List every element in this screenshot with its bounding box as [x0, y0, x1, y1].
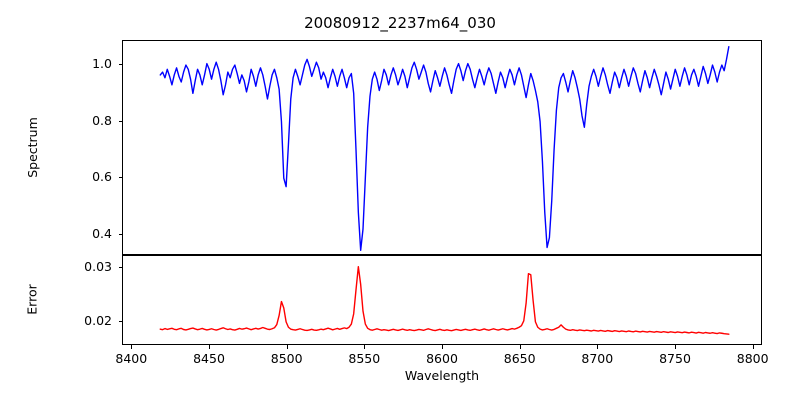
x-tick [752, 345, 754, 349]
error-axes [122, 255, 762, 345]
spectrum-y-tick [118, 64, 122, 65]
error-y-tick [118, 267, 122, 269]
spectrum-axes [122, 40, 762, 255]
spectrum-y-tick-label: 0.6 [92, 169, 112, 185]
error-y-tick [118, 320, 122, 322]
x-tick-label: 8700 [581, 351, 614, 366]
x-tick-label: 8800 [736, 351, 769, 366]
x-tick [442, 345, 443, 349]
error-y-tick-label: 0.03 [84, 259, 112, 275]
error-line-series [159, 266, 730, 335]
spectrum-y-tick [118, 120, 122, 122]
spectrum-y-tick-label: 0.8 [92, 112, 112, 128]
spectrum-y-tick-label: 0.4 [92, 225, 112, 241]
x-tick [209, 345, 210, 349]
spectrum-y-tick-label: 1.0 [92, 56, 112, 71]
x-tick [286, 345, 288, 349]
x-tick-label: 8450 [193, 351, 225, 366]
spectrum-y-tick [118, 177, 122, 179]
figure-title: 20080912_2237m64_030 [304, 14, 496, 32]
x-tick-label: 8400 [115, 351, 148, 366]
error-y-tick-label: 0.02 [84, 312, 112, 328]
x-tick-label: 8600 [426, 351, 458, 366]
error-y-axis-label: Error [24, 284, 40, 315]
x-tick-label: 8750 [659, 351, 691, 366]
spectrum-line-series [159, 45, 730, 252]
x-tick [364, 345, 366, 349]
x-tick-label: 8550 [348, 351, 381, 366]
x-tick [597, 345, 599, 349]
x-axis-label: Wavelength [404, 368, 480, 383]
x-tick [519, 345, 521, 349]
x-tick-label: 8650 [503, 351, 536, 366]
x-tick [675, 345, 676, 349]
x-tick [131, 345, 133, 349]
spectrum-y-tick [118, 233, 122, 235]
spectrum-y-axis-label: Spectrum [24, 116, 40, 178]
x-tick-label: 8500 [270, 351, 303, 366]
